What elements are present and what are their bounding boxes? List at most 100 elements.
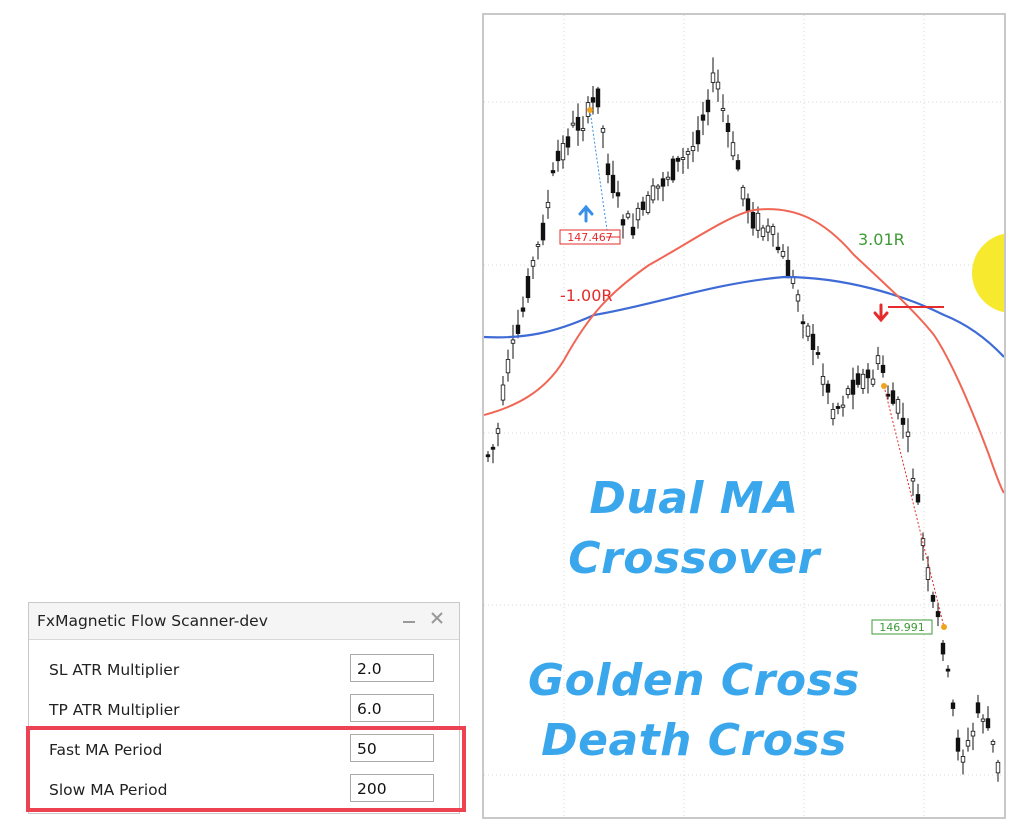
candle-body — [590, 97, 596, 103]
candle-body — [860, 373, 866, 389]
candle-body — [565, 136, 571, 148]
candle-body — [500, 384, 506, 401]
sell-price-tag: 146.991 — [879, 621, 925, 634]
candle-body — [925, 567, 931, 580]
candle-body — [775, 246, 781, 251]
overlay-title-line3: Golden Cross — [527, 655, 860, 706]
candle-body — [635, 207, 641, 221]
candle-body — [660, 178, 666, 187]
candle-body — [615, 192, 621, 197]
candle-body — [855, 373, 861, 385]
candle-body — [730, 142, 736, 157]
sell-trade-line — [883, 385, 945, 628]
slow-ma-line — [484, 275, 1004, 358]
chart-grid — [484, 15, 1004, 817]
candle-body — [950, 702, 956, 709]
candle-body — [830, 409, 836, 420]
candle-body — [915, 494, 921, 503]
candle-body — [550, 170, 556, 174]
sell-entry-marker — [881, 383, 887, 389]
candle-body — [580, 128, 586, 131]
candle-body — [515, 324, 521, 334]
candle-body — [990, 740, 996, 745]
candle-body — [795, 294, 801, 302]
candle-body — [785, 259, 791, 277]
candle-body — [965, 740, 971, 747]
sell-arrow-icon — [873, 303, 889, 323]
sell-price-tag-box — [871, 619, 933, 635]
candle-body — [530, 260, 536, 267]
scanner-panel: FxMagnetic Flow Scanner-dev SL ATR Multi… — [28, 602, 460, 814]
candle-body — [825, 383, 831, 393]
candle-body — [685, 151, 691, 155]
candle-body — [945, 668, 951, 672]
candle-body — [620, 219, 626, 226]
candle-body — [555, 150, 561, 162]
candle-body — [645, 195, 651, 213]
candle-body — [610, 174, 616, 194]
candle-body — [975, 702, 981, 714]
candle-body — [575, 116, 581, 131]
candle-body — [485, 454, 491, 458]
candle-body — [560, 143, 566, 161]
candle-body — [910, 478, 916, 482]
candle-body — [545, 202, 551, 209]
win-r-label: 3.01R — [858, 230, 905, 249]
scanner-header[interactable]: FxMagnetic Flow Scanner-dev — [29, 603, 459, 640]
candle-body — [865, 369, 871, 379]
price-chart[interactable]: 147.467 146.991 -1.00R 3.01R Dual MA Cro… — [482, 13, 1006, 819]
buy-trade-line — [589, 109, 609, 238]
candle-body — [780, 251, 786, 257]
candle-body — [740, 186, 746, 200]
candle-body — [705, 99, 711, 113]
slow-ma-period-input[interactable]: 200 — [350, 774, 434, 802]
candle-body — [815, 352, 821, 355]
param-label: Fast MA Period — [49, 741, 163, 759]
candle-body — [820, 376, 826, 385]
candle-body — [490, 446, 496, 450]
candle-body — [960, 756, 966, 763]
candle-body — [625, 213, 631, 218]
candle-body — [900, 417, 906, 425]
candle-body — [955, 737, 961, 752]
candle-body — [735, 160, 741, 170]
candle-body — [535, 244, 541, 247]
candle-body — [570, 122, 576, 126]
candle-body — [745, 198, 751, 212]
overlay-title-line1: Dual MA — [589, 473, 799, 524]
candle-body — [800, 321, 806, 325]
candle-body — [715, 81, 721, 90]
candle-body — [595, 88, 601, 108]
candle-body — [525, 276, 531, 299]
candle-body — [870, 378, 876, 385]
candle-body — [510, 339, 516, 344]
param-row-sl-atr: SL ATR Multiplier 2.0 — [29, 651, 459, 691]
sl-atr-multiplier-input[interactable]: 2.0 — [350, 654, 434, 682]
candle-body — [690, 145, 696, 152]
candle-body — [940, 642, 946, 655]
fast-ma-period-input[interactable]: 50 — [350, 734, 434, 762]
candle-body — [875, 355, 881, 365]
close-icon[interactable] — [427, 609, 447, 631]
candle-body — [655, 185, 661, 189]
overlay-title-line4: Death Cross — [541, 715, 847, 766]
candle-body — [760, 227, 766, 237]
param-row-tp-atr: TP ATR Multiplier 6.0 — [29, 691, 459, 731]
candle-body — [880, 364, 886, 373]
param-label: Slow MA Period — [49, 781, 168, 799]
candle-body — [935, 611, 941, 618]
candle-body — [810, 333, 816, 350]
loss-r-label: -1.00R — [560, 286, 613, 305]
candle-body — [835, 406, 841, 409]
candle-body — [650, 185, 656, 201]
candle-body — [695, 130, 701, 145]
candle-body — [840, 404, 846, 408]
candlestick-series — [485, 57, 1001, 782]
candle-body — [520, 307, 526, 312]
candle-body — [505, 359, 511, 374]
candle-body — [770, 226, 776, 235]
minimize-icon[interactable] — [399, 609, 419, 631]
candle-body — [755, 212, 761, 231]
tp-atr-multiplier-input[interactable]: 6.0 — [350, 694, 434, 722]
candle-body — [905, 431, 911, 437]
